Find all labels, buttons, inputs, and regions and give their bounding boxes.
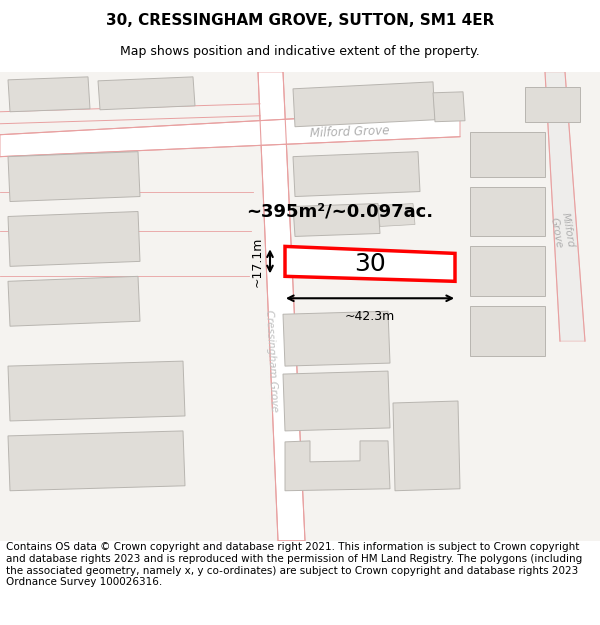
Polygon shape [8,77,90,112]
Text: Cressingham Grove: Cressingham Grove [265,310,280,412]
Polygon shape [8,152,140,201]
Polygon shape [98,77,195,110]
Polygon shape [470,132,545,177]
Polygon shape [378,204,415,226]
Text: ~17.1m: ~17.1m [251,236,263,286]
Polygon shape [0,110,460,157]
Text: 30: 30 [354,253,386,276]
Polygon shape [470,306,545,356]
Polygon shape [283,311,390,366]
Polygon shape [470,246,545,296]
Polygon shape [545,72,585,341]
Text: Milford Grove: Milford Grove [310,124,390,139]
Text: 30, CRESSINGHAM GROVE, SUTTON, SM1 4ER: 30, CRESSINGHAM GROVE, SUTTON, SM1 4ER [106,12,494,28]
Polygon shape [293,204,380,236]
Text: ~395m²/~0.097ac.: ~395m²/~0.097ac. [247,202,434,221]
Polygon shape [285,441,390,491]
Polygon shape [8,276,140,326]
Text: Map shows position and indicative extent of the property.: Map shows position and indicative extent… [120,45,480,58]
Text: Contains OS data © Crown copyright and database right 2021. This information is : Contains OS data © Crown copyright and d… [6,542,582,587]
Polygon shape [8,211,140,266]
Polygon shape [293,82,435,127]
Polygon shape [525,87,580,122]
Polygon shape [433,92,465,122]
Polygon shape [283,371,390,431]
Text: ~42.3m: ~42.3m [345,310,395,323]
Polygon shape [8,431,185,491]
Polygon shape [8,361,185,421]
Polygon shape [258,72,305,541]
Polygon shape [470,187,545,236]
Polygon shape [293,152,420,196]
Polygon shape [285,246,455,281]
Polygon shape [393,401,460,491]
Text: Milford
Grove: Milford Grove [548,212,576,251]
